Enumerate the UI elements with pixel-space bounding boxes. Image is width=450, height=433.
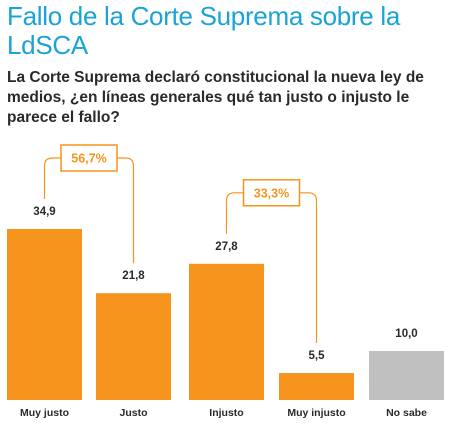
data-label: 21,8	[122, 270, 145, 282]
bar	[369, 351, 444, 400]
data-label: 5,5	[309, 350, 326, 362]
bar	[96, 293, 171, 400]
group-total-label: 33,3%	[254, 186, 289, 200]
chart-title: Fallo de la Corte Suprema sobre la LdSCA	[7, 1, 401, 60]
category-label: Muy injusto	[287, 407, 345, 419]
data-label: 27,8	[215, 241, 238, 253]
bar	[279, 373, 354, 400]
bar	[189, 263, 264, 400]
category-label: No sabe	[386, 407, 427, 419]
category-label: Muy justo	[20, 407, 69, 419]
bar	[7, 229, 82, 400]
group-total-box	[60, 144, 118, 172]
data-label: 34,9	[33, 206, 55, 218]
category-label: Justo	[119, 407, 147, 419]
group-total-box	[242, 179, 301, 207]
category-label: Injusto	[209, 407, 243, 419]
data-label: 10,0	[395, 328, 417, 340]
group-total-label: 56,7%	[71, 152, 106, 166]
chart-subtitle: La Corte Suprema declaró constitucional …	[7, 69, 424, 126]
